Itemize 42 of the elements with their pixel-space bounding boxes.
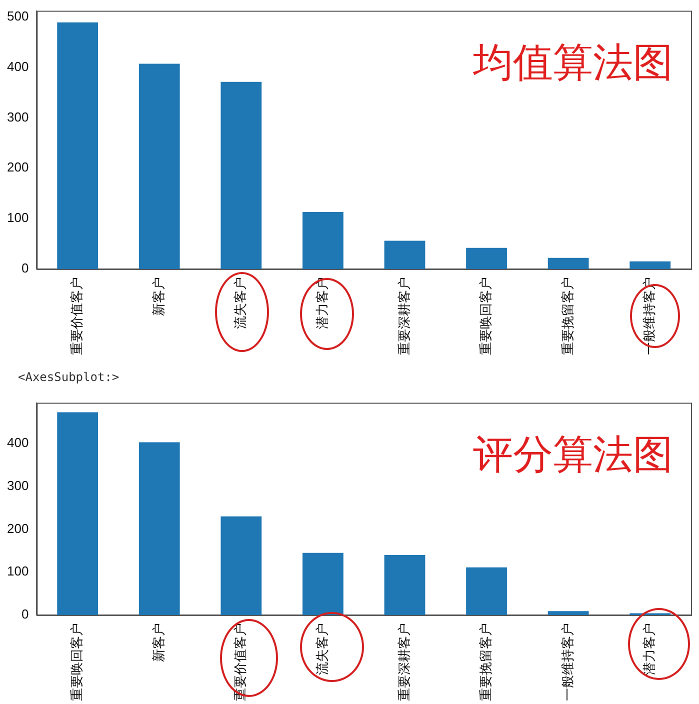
bar	[302, 552, 344, 615]
x-tick-label: 流失客户	[314, 623, 330, 675]
x-tick-label: 新客户	[150, 623, 166, 662]
bar	[384, 240, 426, 269]
x-tick-label: 一般维持客户	[560, 623, 575, 701]
bar	[138, 442, 180, 615]
x-tick-label: 潜力客户	[642, 623, 657, 675]
bar	[220, 516, 262, 615]
y-tick-label: 500	[6, 8, 29, 24]
x-tick-label: 重要唤回客户	[478, 277, 494, 355]
x-tick-label: 重要价值客户	[69, 277, 84, 355]
x-tick-label: 重要深耕客户	[396, 623, 412, 701]
bar	[548, 611, 589, 615]
y-tick-label: 400	[6, 58, 29, 74]
bar	[630, 261, 671, 269]
bar	[466, 248, 507, 269]
x-tick-label: 流失客户	[232, 277, 248, 329]
bar	[57, 22, 98, 269]
y-tick-label: 0	[21, 260, 29, 276]
y-tick-label: 100	[6, 564, 29, 579]
y-tick-label: 300	[6, 109, 29, 124]
text: 均值算法图	[472, 40, 674, 86]
y-tick-label: 400	[6, 435, 29, 450]
x-tick-label: 新客户	[150, 277, 166, 316]
bar	[466, 567, 507, 615]
bar	[548, 258, 589, 269]
x-tick-label: 重要唤回客户	[69, 623, 84, 701]
bar	[138, 64, 180, 269]
x-tick-label: 重要深耕客户	[396, 277, 412, 355]
y-tick-label: 300	[6, 478, 29, 493]
bar	[220, 82, 262, 269]
x-tick-label: 重要挽留客户	[478, 623, 494, 701]
y-tick-label: 100	[6, 210, 29, 226]
text: <AxesSubplot:>	[18, 370, 120, 384]
x-tick-label: 重要挽留客户	[560, 277, 575, 355]
bar	[384, 554, 426, 615]
y-tick-label: 0	[21, 606, 29, 622]
y-tick-label: 200	[6, 160, 29, 175]
text: 评分算法图	[473, 432, 674, 478]
y-tick-label: 200	[6, 520, 29, 536]
bar	[57, 412, 98, 615]
bar	[302, 212, 344, 269]
